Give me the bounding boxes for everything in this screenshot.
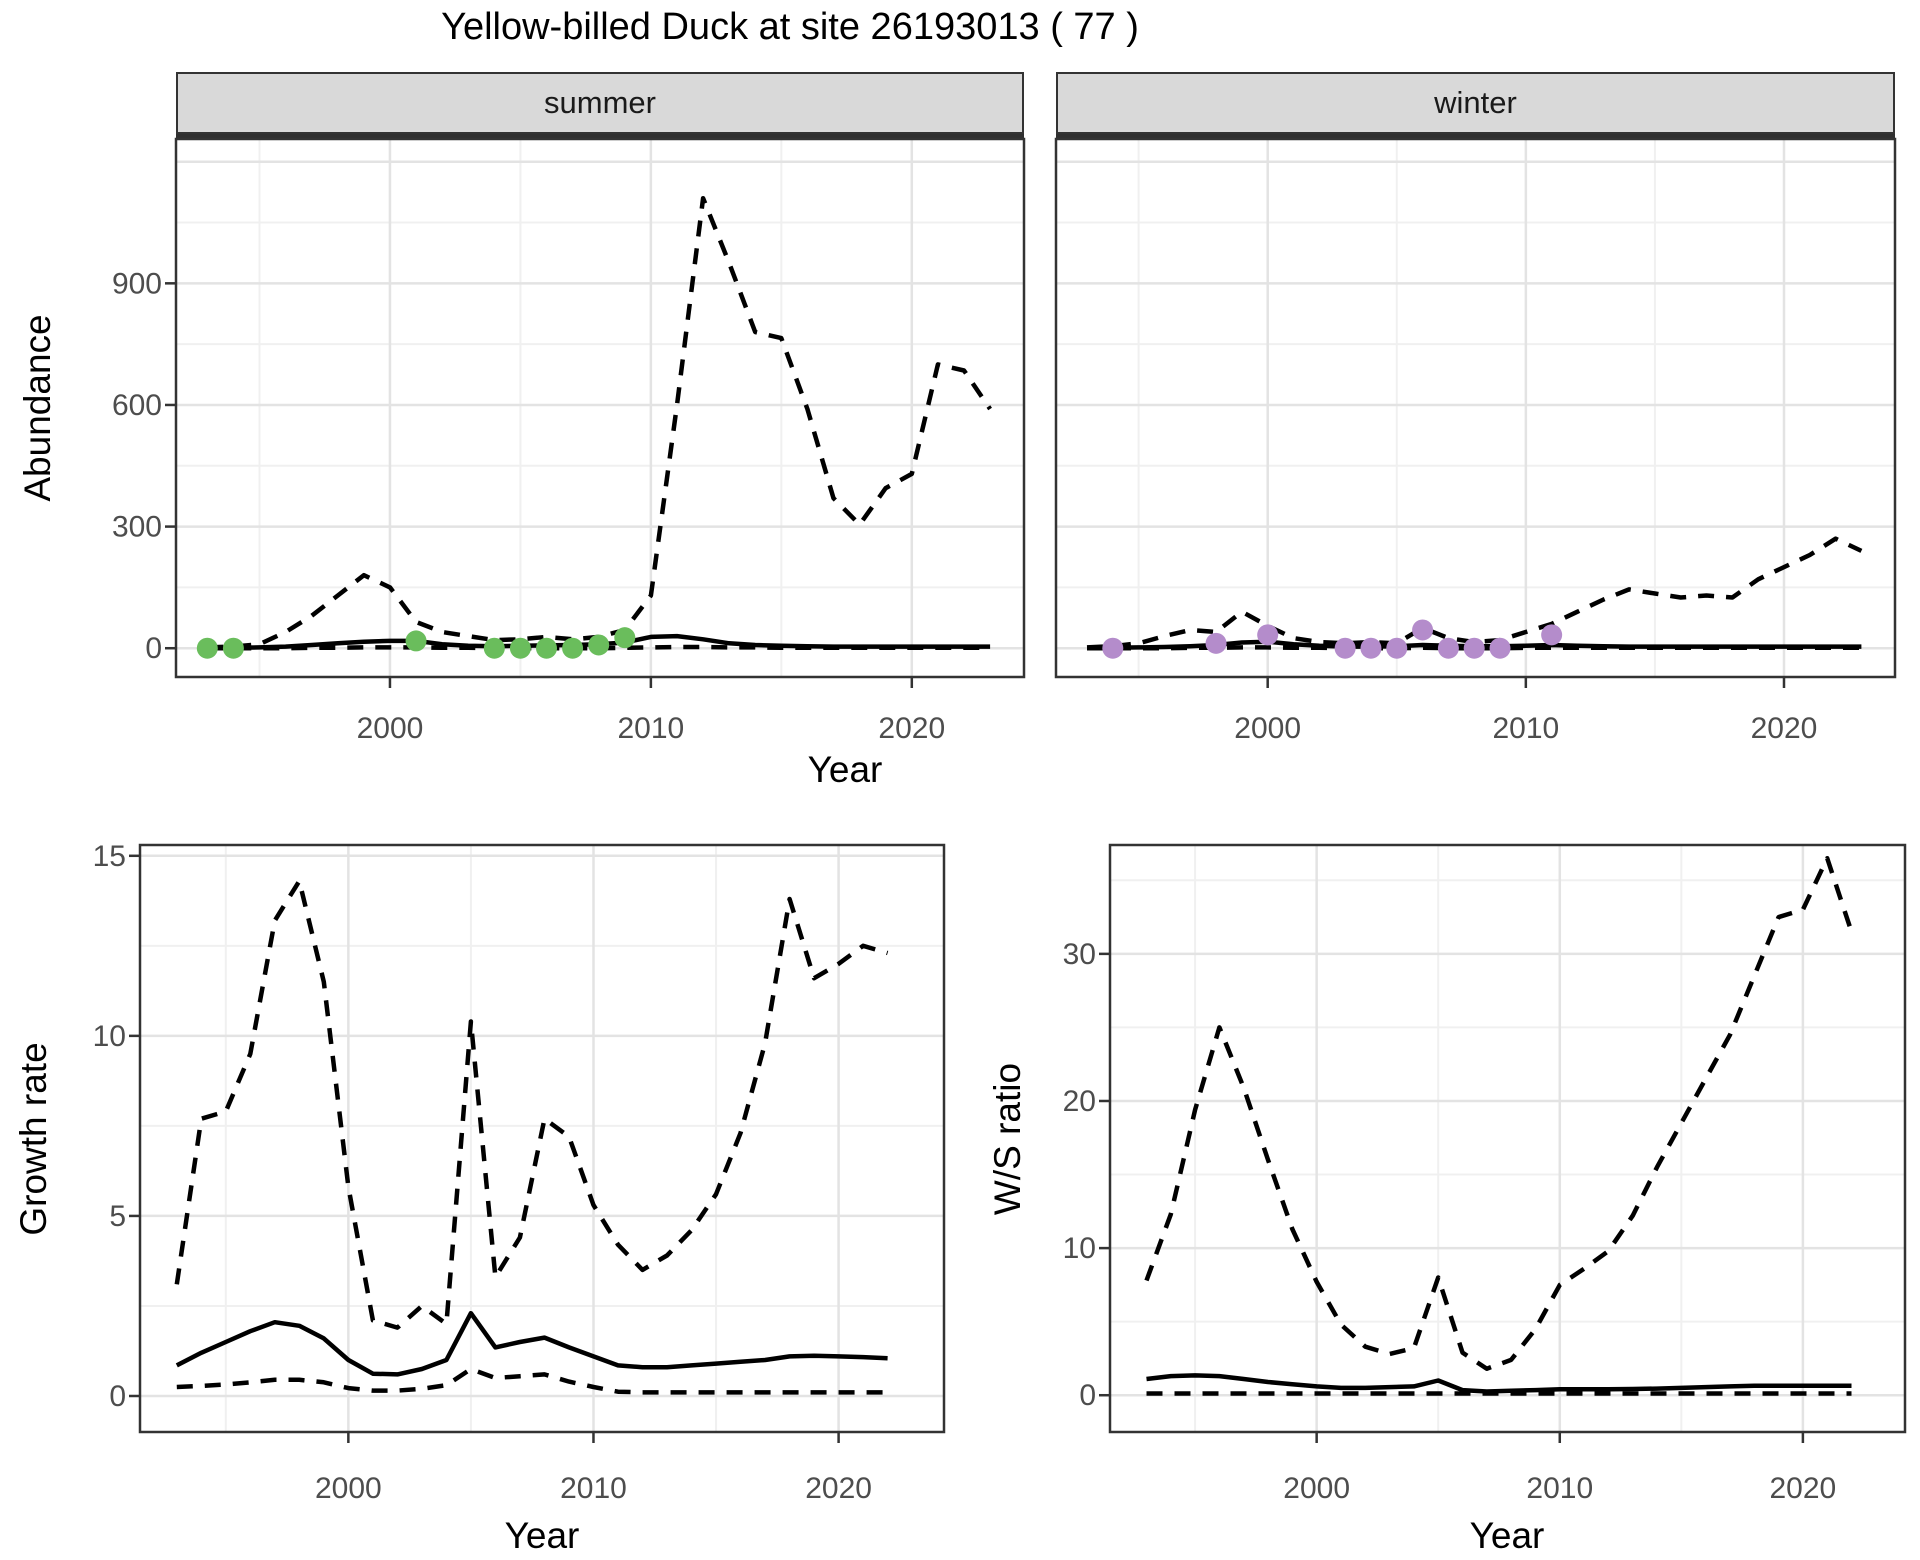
x-tick-label: 2000: [357, 712, 424, 745]
y-tick-label: 600: [112, 389, 162, 422]
x-tick-label: 2000: [1283, 1472, 1350, 1505]
y-tick-label: 10: [93, 1020, 126, 1053]
panel-background: [1110, 845, 1905, 1432]
observation-point: [1257, 624, 1279, 646]
y-tick-label: 10: [1063, 1232, 1096, 1265]
x-tick-label: 2010: [1526, 1472, 1593, 1505]
observation-point: [1205, 632, 1227, 654]
y-tick-label: 30: [1063, 938, 1096, 971]
facet-strip-summer-label: summer: [544, 85, 656, 120]
y-tick-label: 0: [109, 1380, 126, 1413]
plot-title: Yellow-billed Duck at site 26193013 ( 77…: [441, 6, 1139, 48]
observation-point: [1386, 637, 1408, 659]
x-tick-label: 2020: [805, 1472, 872, 1505]
facet-strip-winter-label: winter: [1434, 85, 1517, 120]
y-tick-label: 15: [93, 840, 126, 873]
estimate-line: [175, 1310, 888, 1377]
x-tick-label: 2010: [560, 1472, 627, 1505]
upper-ci-line: [174, 878, 889, 1330]
observation-point: [222, 637, 244, 659]
lower-ci-line: [1087, 645, 1862, 651]
estimate-line: [1146, 1373, 1852, 1394]
x-tick-label: 2000: [315, 1472, 382, 1505]
observation-point: [1541, 624, 1563, 646]
panel-background: [1056, 139, 1895, 677]
x-tick-label: 2020: [878, 712, 945, 745]
observation-point: [1463, 637, 1485, 659]
panel-background: [176, 139, 1024, 677]
x-axis-title-year-top: Year: [807, 749, 883, 790]
observation-point: [614, 627, 636, 649]
observation-point: [1360, 637, 1382, 659]
panel-border: [1108, 843, 1907, 1434]
y-tick-label: 5: [109, 1200, 126, 1233]
panel-border: [174, 137, 1026, 679]
lower-ci-line: [207, 644, 991, 651]
y-tick-label: 900: [112, 267, 162, 300]
panel-winter: 2000 2010 2020: [1054, 137, 1897, 745]
observation-point: [483, 637, 505, 659]
x-tick-label: 2000: [1234, 712, 1301, 745]
x-tick-label: 2020: [1770, 1472, 1837, 1505]
facet-strip-summer: summer: [176, 72, 1024, 134]
x-tick-label: 2010: [1492, 712, 1559, 745]
observation-point: [1102, 637, 1124, 659]
y-tick-label: 0: [1079, 1379, 1096, 1412]
observation-point: [196, 637, 218, 659]
observation-point: [1334, 637, 1356, 659]
y-tick-label: 20: [1063, 1085, 1096, 1118]
observation-point: [509, 637, 531, 659]
panel-ws: 2000 2010 2020 0 10 20 30: [1063, 843, 1907, 1505]
strip-underline-summer: [176, 134, 1024, 139]
x-axis-title-year-growth: Year: [504, 1515, 580, 1556]
panel-border: [1054, 137, 1897, 679]
panel-border: [138, 843, 946, 1434]
x-tick-label: 2020: [1751, 712, 1818, 745]
facet-strip-winter: winter: [1056, 72, 1895, 134]
observation-point: [1437, 637, 1459, 659]
observation-point: [536, 637, 558, 659]
upper-ci-line: [1144, 855, 1854, 1371]
y-tick-label: 0: [145, 632, 162, 665]
observation-point: [562, 637, 584, 659]
observation-point: [1489, 637, 1511, 659]
y-tick-label: 300: [112, 511, 162, 544]
observation-point: [405, 630, 427, 652]
observation-point: [1412, 619, 1434, 641]
x-tick-label: 2010: [618, 712, 685, 745]
observation-point: [588, 634, 610, 656]
panel-summer: 2000 2010 2020 0 300 600 900: [112, 137, 1026, 745]
panel-growth: 2000 2010 2020 0 5 10 15: [93, 840, 946, 1505]
x-axis-title-year-ws: Year: [1469, 1515, 1545, 1556]
lower-ci-line: [176, 1366, 888, 1395]
upper-ci-line: [1086, 536, 1863, 650]
strip-underline-winter: [1056, 134, 1895, 139]
